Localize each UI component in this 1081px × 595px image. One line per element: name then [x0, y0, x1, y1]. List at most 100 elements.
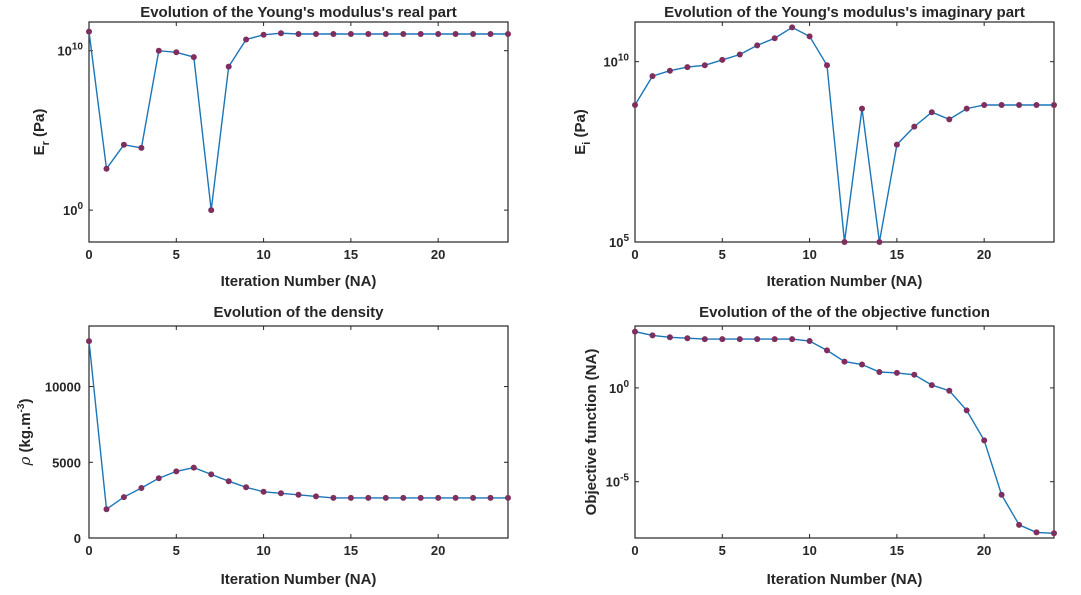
data-point [417, 494, 424, 501]
data-point [754, 336, 761, 343]
x-tick-label: 20 [977, 543, 991, 558]
data-point [876, 239, 883, 245]
y-tick-exponent: 0 [77, 201, 83, 212]
data-point [1016, 521, 1023, 528]
y-tick-base: 10 [63, 203, 77, 218]
x-axis-label: Iteration Number (NA) [221, 273, 377, 290]
data-point [911, 123, 918, 130]
x-tick-label: 10 [802, 247, 816, 262]
data-point [470, 31, 477, 37]
y-axis-label: Er (Pa) [31, 109, 52, 156]
data-point [173, 468, 180, 475]
y-axis-label: ρ (kg.m-3) [16, 399, 34, 467]
x-tick-label: 10 [256, 543, 270, 558]
data-point [1051, 530, 1057, 537]
data-point [382, 494, 389, 501]
x-tick-label: 20 [431, 247, 445, 262]
x-axis-label: Iteration Number (NA) [767, 273, 923, 290]
data-point [946, 387, 953, 394]
x-tick-label: 5 [173, 247, 180, 262]
chart-title: Evolution of the of the objective functi… [699, 304, 990, 321]
data-point [330, 31, 337, 37]
x-tick-label: 15 [344, 543, 358, 558]
data-point [981, 102, 988, 108]
x-tick-label: 5 [719, 543, 726, 558]
data-point [736, 51, 743, 58]
data-point [928, 382, 935, 389]
data-point [208, 471, 215, 478]
x-tick-label: 10 [256, 247, 270, 262]
chart-panel-3: 0 5 10 15 20 0 5000 10000 Evolution of the densi… [16, 304, 511, 588]
data-point [1033, 529, 1040, 536]
data-point [946, 116, 953, 123]
data-point [400, 31, 407, 37]
data-point [789, 24, 796, 31]
plot-frame [88, 21, 509, 243]
y-tick-base: 10 [609, 235, 623, 250]
x-tick-label: 0 [631, 543, 638, 558]
y-tick-label: 0 [74, 531, 81, 546]
data-point [225, 63, 232, 70]
data-point [382, 31, 389, 37]
data-point [400, 494, 407, 501]
y-tick-label: 100 [609, 379, 629, 396]
y-tick-label: 10000 [45, 380, 81, 395]
data-point [417, 31, 424, 37]
data-point [103, 506, 110, 513]
data-point [86, 338, 92, 345]
data-point [859, 105, 865, 112]
data-point [435, 494, 442, 501]
y-tick-exponent: 10 [72, 42, 84, 53]
y-tick-exponent: 0 [623, 379, 629, 390]
data-point [893, 369, 900, 376]
data-point [893, 141, 900, 148]
data-point [505, 31, 511, 37]
data-point [260, 31, 267, 38]
data-point [347, 31, 354, 37]
data-point [632, 102, 638, 108]
plot-frame [634, 21, 1055, 243]
data-point [487, 494, 494, 501]
data-point [911, 371, 918, 378]
data-point [470, 494, 477, 501]
y-tick-label: 5000 [52, 455, 81, 470]
data-point [103, 165, 110, 172]
x-tick-label: 15 [890, 543, 904, 558]
data-point [666, 67, 673, 74]
series-line [634, 26, 1054, 243]
data-point [963, 407, 970, 414]
data-point [824, 62, 830, 69]
plot-frame [634, 325, 1055, 539]
data-point [190, 464, 197, 471]
x-tick-label: 15 [890, 247, 904, 262]
x-tick-label: 5 [719, 247, 726, 262]
data-point [981, 437, 988, 444]
data-point [487, 31, 494, 37]
data-point [632, 328, 638, 335]
data-point [649, 332, 656, 339]
data-point [313, 493, 319, 500]
data-point [225, 478, 232, 485]
y-tick-label: 1010 [57, 42, 83, 59]
data-point [998, 491, 1005, 498]
y-axis-label: Objective function (NA) [583, 349, 600, 516]
data-point [771, 336, 778, 343]
y-tick-base: 10 [57, 44, 71, 59]
data-point [173, 49, 180, 56]
data-point [841, 239, 848, 245]
y-tick-label: 100 [63, 201, 83, 218]
y-tick-label: 1010 [603, 53, 629, 70]
data-point [330, 494, 337, 501]
y-tick-exponent: 5 [623, 233, 629, 244]
data-point [435, 31, 442, 37]
x-tick-label: 20 [431, 543, 445, 558]
data-point [208, 207, 215, 214]
data-point [120, 494, 127, 501]
x-axis-label: Iteration Number (NA) [221, 571, 377, 588]
data-point [452, 31, 459, 37]
x-tick-label: 0 [85, 247, 92, 262]
y-tick-base: 10 [606, 475, 620, 490]
data-point [505, 494, 511, 501]
